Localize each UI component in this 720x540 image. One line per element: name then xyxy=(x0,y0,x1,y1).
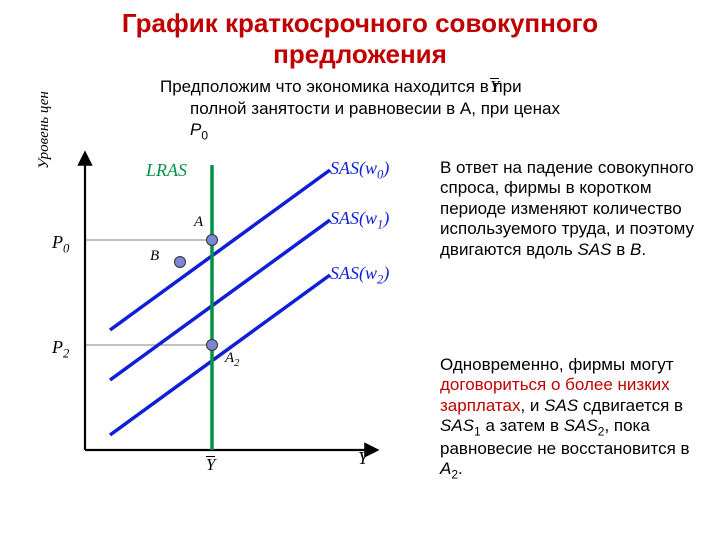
intro-line-3: P0 xyxy=(160,119,700,143)
intro-line-1: Предположим что экономика находится в пр… xyxy=(160,77,522,96)
title-line-1: График краткосрочного совокупного xyxy=(122,8,598,38)
paragraph-2: Одновременно, фирмы могут договориться о… xyxy=(440,355,710,482)
title-line-2: предложения xyxy=(273,39,447,69)
chart-svg xyxy=(30,150,420,490)
ybar-inline: Y xyxy=(490,78,499,95)
page-title: График краткосрочного совокупного предло… xyxy=(0,0,720,70)
intro-text: Предположим что экономика находится в пр… xyxy=(0,70,720,143)
intro-line-2: полной занятости и равновесии в A, при ц… xyxy=(160,98,700,119)
sras-chart: Уровень цен SAS(w0)SAS(w1)SAS(w2)LRASP0P… xyxy=(30,150,420,490)
paragraph-1: В ответ на падение совокупного спроса, ф… xyxy=(440,158,710,260)
